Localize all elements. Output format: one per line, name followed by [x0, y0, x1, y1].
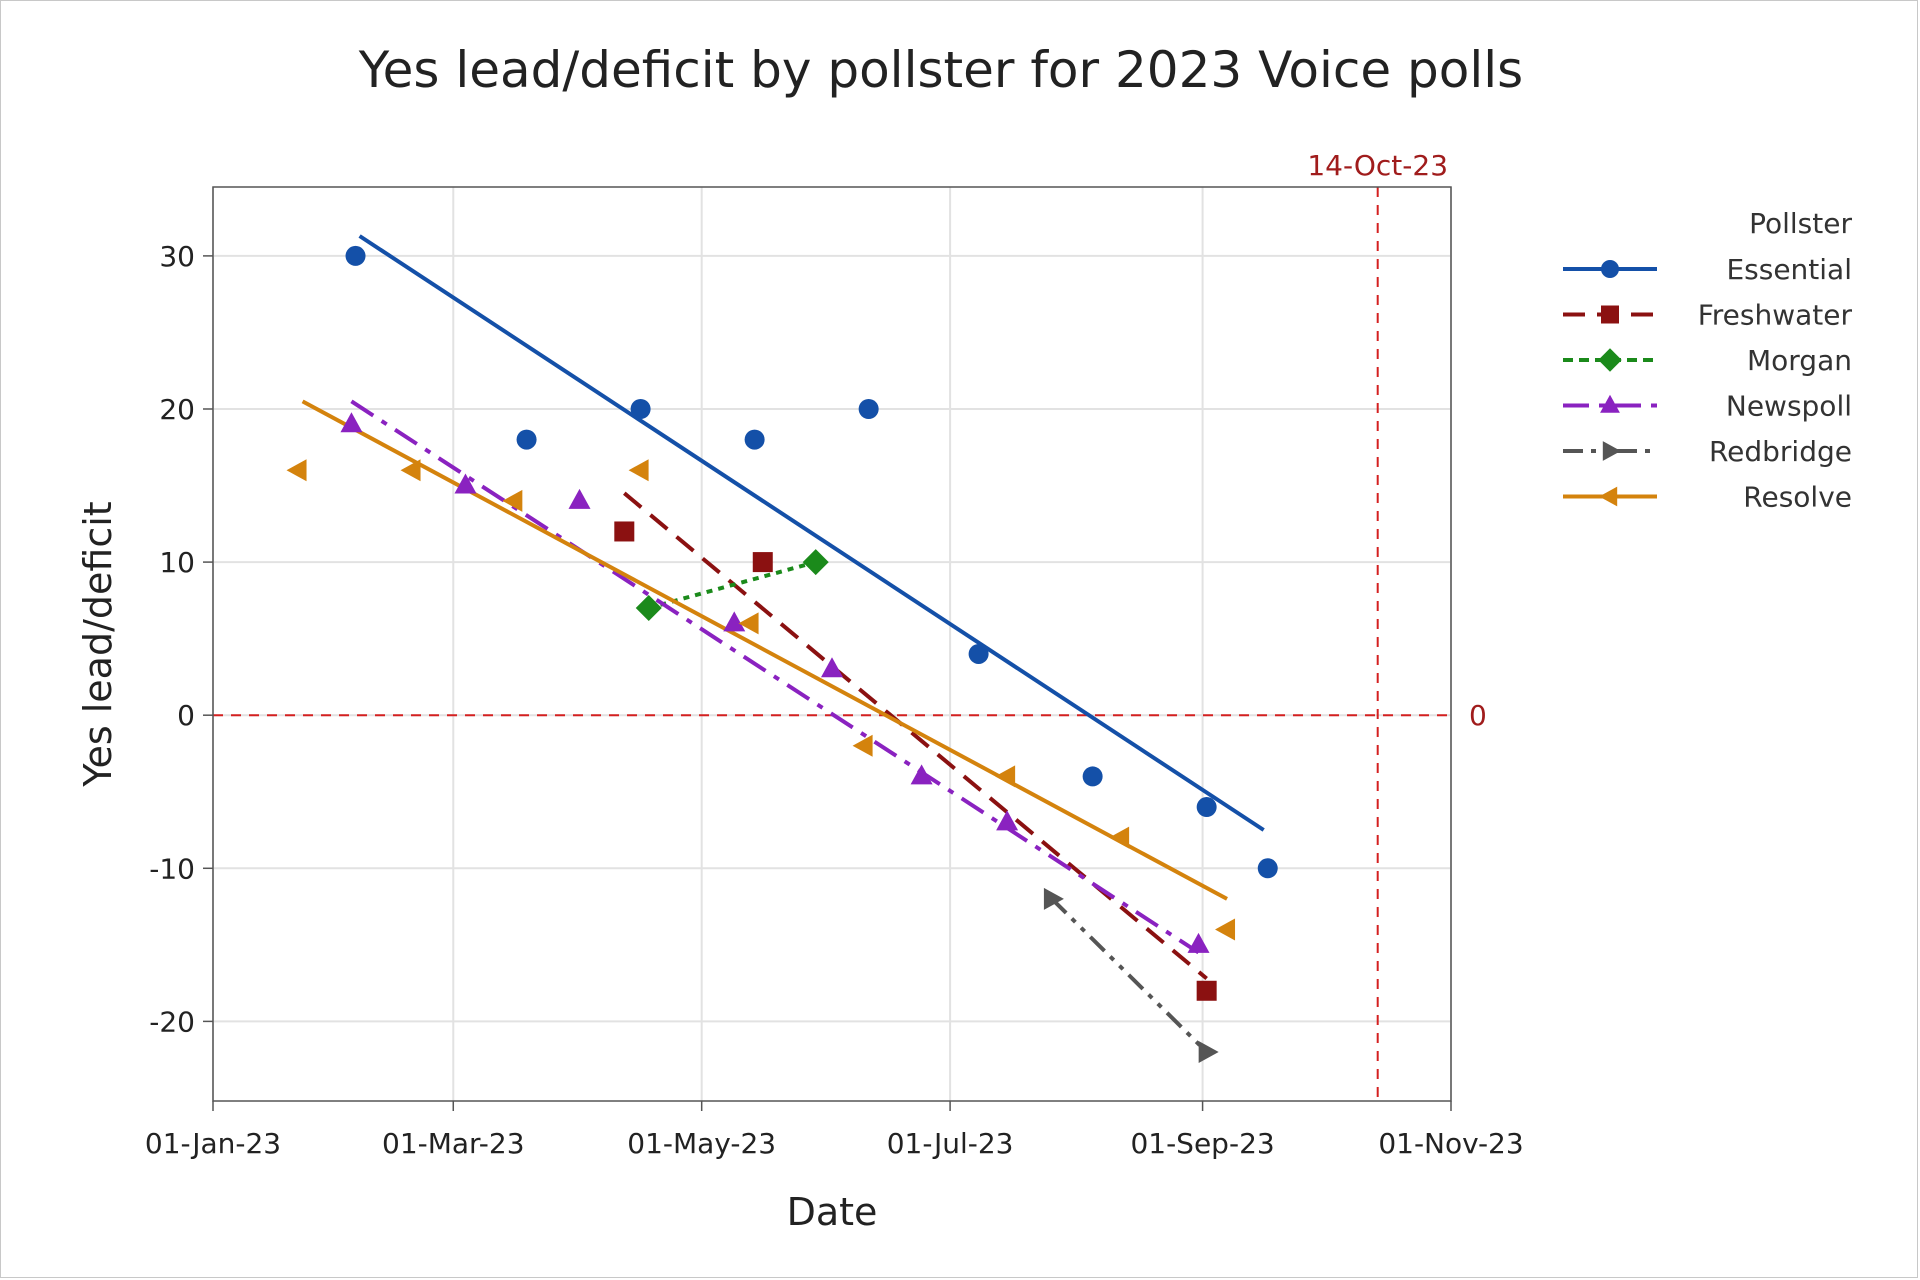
trend-line-newspoll — [351, 401, 1198, 952]
point-essential — [517, 430, 537, 450]
chart-title: Yes lead/deficit by pollster for 2023 Vo… — [358, 41, 1523, 99]
point-newspoll — [996, 810, 1018, 830]
point-freshwater — [614, 521, 634, 541]
reference-lines: 14-Oct-23 0 — [213, 149, 1487, 1101]
legend-marker-essential — [1601, 260, 1619, 278]
trend-lines — [303, 236, 1264, 1052]
point-essential — [745, 430, 765, 450]
point-essential — [631, 399, 651, 419]
trend-line-resolve — [303, 401, 1227, 899]
legend-label-redbridge: Redbridge — [1709, 435, 1852, 468]
legend-title: Pollster — [1749, 207, 1852, 240]
point-resolve — [853, 735, 873, 757]
y-axis-title: Yes lead/deficit — [76, 501, 120, 787]
point-essential — [1258, 858, 1278, 878]
point-essential — [346, 246, 366, 266]
legend-marker-morgan — [1598, 348, 1621, 371]
legend: Pollster Essential Freshwater Morgan Newspo… — [1563, 207, 1852, 514]
y-tick-label: -10 — [149, 852, 195, 885]
x-tick-label: 01-Sep-23 — [1130, 1127, 1274, 1160]
point-freshwater — [1197, 981, 1217, 1001]
reference-label-horizontal: 0 — [1469, 699, 1487, 732]
x-axis-title: Date — [787, 1190, 878, 1234]
point-resolve — [287, 459, 307, 481]
point-freshwater — [753, 552, 773, 572]
point-essential — [1197, 797, 1217, 817]
y-tick-label: 20 — [159, 393, 195, 426]
legend-label-freshwater: Freshwater — [1698, 299, 1853, 332]
y-tick-label: -20 — [149, 1005, 195, 1038]
y-tick-label: 30 — [159, 240, 195, 273]
point-essential — [969, 644, 989, 664]
x-tick-label: 01-Nov-23 — [1378, 1127, 1523, 1160]
point-newspoll — [1188, 933, 1210, 953]
data-points — [287, 246, 1278, 1063]
legend-label-resolve: Resolve — [1743, 481, 1852, 514]
reference-label-vertical: 14-Oct-23 — [1307, 149, 1448, 182]
x-tick-label: 01-May-23 — [627, 1127, 776, 1160]
legend-marker-redbridge — [1603, 441, 1621, 461]
point-newspoll — [569, 489, 591, 509]
point-newspoll — [723, 611, 745, 631]
point-essential — [859, 399, 879, 419]
point-morgan — [803, 549, 829, 575]
point-resolve — [995, 765, 1015, 787]
point-newspoll — [911, 764, 933, 784]
trend-line-redbridge — [1052, 899, 1207, 1052]
point-resolve — [629, 459, 649, 481]
point-newspoll — [821, 657, 843, 677]
point-resolve — [1215, 919, 1235, 941]
chart-svg: Yes lead/deficit by pollster for 2023 Vo… — [1, 1, 1919, 1279]
point-resolve — [401, 459, 421, 481]
point-essential — [1083, 766, 1103, 786]
chart-frame: Yes lead/deficit by pollster for 2023 Vo… — [0, 0, 1918, 1278]
y-tick-label: 10 — [159, 546, 195, 579]
legend-label-morgan: Morgan — [1747, 344, 1852, 377]
plot-area — [213, 187, 1451, 1101]
x-tick-label: 01-Jan-23 — [145, 1127, 281, 1160]
point-resolve — [1109, 827, 1129, 849]
legend-marker-resolve — [1599, 487, 1617, 507]
trend-line-essential — [360, 236, 1264, 830]
grid-layer — [213, 187, 1451, 1101]
y-tick-label: 0 — [177, 699, 195, 732]
x-tick-label: 01-Jul-23 — [887, 1127, 1014, 1160]
x-tick-label: 01-Mar-23 — [382, 1127, 525, 1160]
legend-label-essential: Essential — [1726, 253, 1852, 286]
point-redbridge — [1199, 1041, 1219, 1063]
legend-label-newspoll: Newspoll — [1726, 390, 1852, 423]
legend-marker-freshwater — [1601, 306, 1619, 324]
